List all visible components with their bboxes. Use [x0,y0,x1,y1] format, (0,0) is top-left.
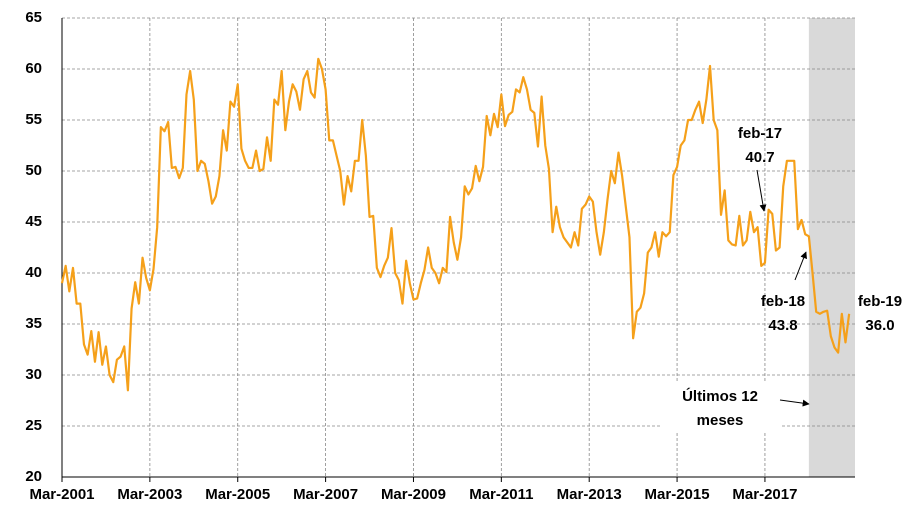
y-tick-label: 45 [25,213,42,230]
y-tick-label: 25 [25,417,42,434]
annotation-text: Últimos 12 [682,387,758,405]
x-tick-label: Mar-2001 [29,486,94,503]
y-tick-label: 40 [25,264,42,281]
y-tick-label: 55 [25,111,42,128]
x-tick-label: Mar-2013 [557,486,622,503]
annotation-value: 36.0 [865,317,894,334]
y-tick-label: 20 [25,468,42,485]
annotation-text: feb-19 [858,293,902,310]
x-tick-label: Mar-2015 [645,486,710,503]
annotation-arrow [779,399,810,407]
x-tick-label: Mar-2007 [293,486,358,503]
annotation-value: 40.7 [745,149,774,166]
x-tick-label: Mar-2011 [469,486,533,503]
y-tick-label: 50 [25,162,42,179]
x-tick-label: Mar-2005 [205,486,270,503]
shaded-period [808,18,855,477]
annotation-value: meses [697,412,744,429]
annotation-text: feb-18 [761,293,805,310]
y-tick-label: 65 [25,9,42,26]
annotation-arrow [756,169,767,212]
annotation-arrow [794,251,807,281]
x-tick-label: Mar-2009 [381,486,446,503]
annotation-box [660,383,780,433]
annotation-value: 43.8 [768,317,797,334]
data-line [60,57,851,392]
y-tick-label: 60 [25,60,42,77]
x-tick-label: Mar-2003 [117,486,182,503]
annotation-text: feb-17 [738,125,782,142]
y-tick-label: 30 [25,366,42,383]
x-tick-label: Mar-2017 [732,486,797,503]
y-tick-label: 35 [25,315,42,332]
